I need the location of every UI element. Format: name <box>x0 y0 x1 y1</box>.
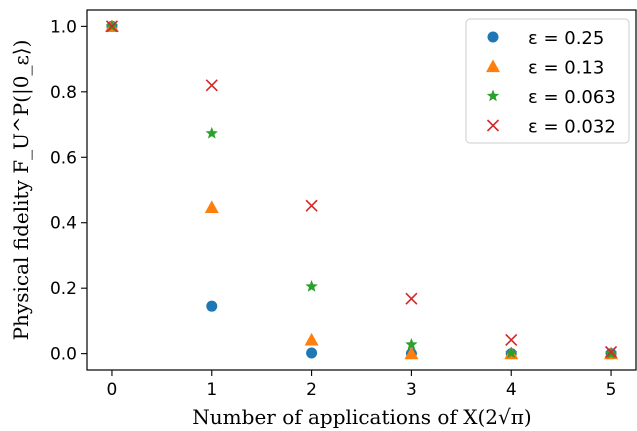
data-point-x <box>506 334 517 345</box>
data-point-circle <box>306 347 317 358</box>
y-axis-ticks: 0.0 0.2 0.4 0.6 0.8 1.0 <box>50 17 87 364</box>
data-point-triangle <box>205 200 219 213</box>
x-tick-label: 5 <box>606 380 617 400</box>
y-tick-label: 0.6 <box>50 148 77 168</box>
y-axis-label: Physical fidelity F_U^P(|0_ε⟩) <box>9 40 34 341</box>
data-point-triangle <box>305 333 319 346</box>
y-tick-label: 0.4 <box>50 214 77 234</box>
x-tick-label: 4 <box>506 380 517 400</box>
y-tick-label: 0.8 <box>50 83 77 103</box>
y-tick-label: 0.2 <box>50 279 77 299</box>
legend-label: ε = 0.13 <box>528 58 604 79</box>
legend-label: ε = 0.25 <box>528 28 604 49</box>
y-tick-label: 0.0 <box>50 345 77 365</box>
x-tick-label: 2 <box>306 380 317 400</box>
x-tick-label: 0 <box>107 380 118 400</box>
x-axis-label: Number of applications of X(2√π) <box>192 405 531 429</box>
y-tick-label: 1.0 <box>50 17 77 37</box>
legend: ε = 0.25 ε = 0.13 ε = 0.063 ε = 0.032 <box>466 19 629 143</box>
data-point-star <box>305 280 317 292</box>
x-axis-ticks: 0 1 2 3 4 5 <box>107 370 617 400</box>
data-point-x <box>406 293 417 304</box>
x-tick-label: 1 <box>206 380 217 400</box>
data-point-star <box>206 127 218 139</box>
legend-label: ε = 0.063 <box>528 87 616 108</box>
legend-marker-circle <box>488 32 499 43</box>
data-point-x <box>206 80 217 91</box>
legend-label: ε = 0.032 <box>528 117 616 138</box>
data-point-x <box>306 200 317 211</box>
x-tick-label: 3 <box>406 380 417 400</box>
data-point-circle <box>206 301 217 312</box>
